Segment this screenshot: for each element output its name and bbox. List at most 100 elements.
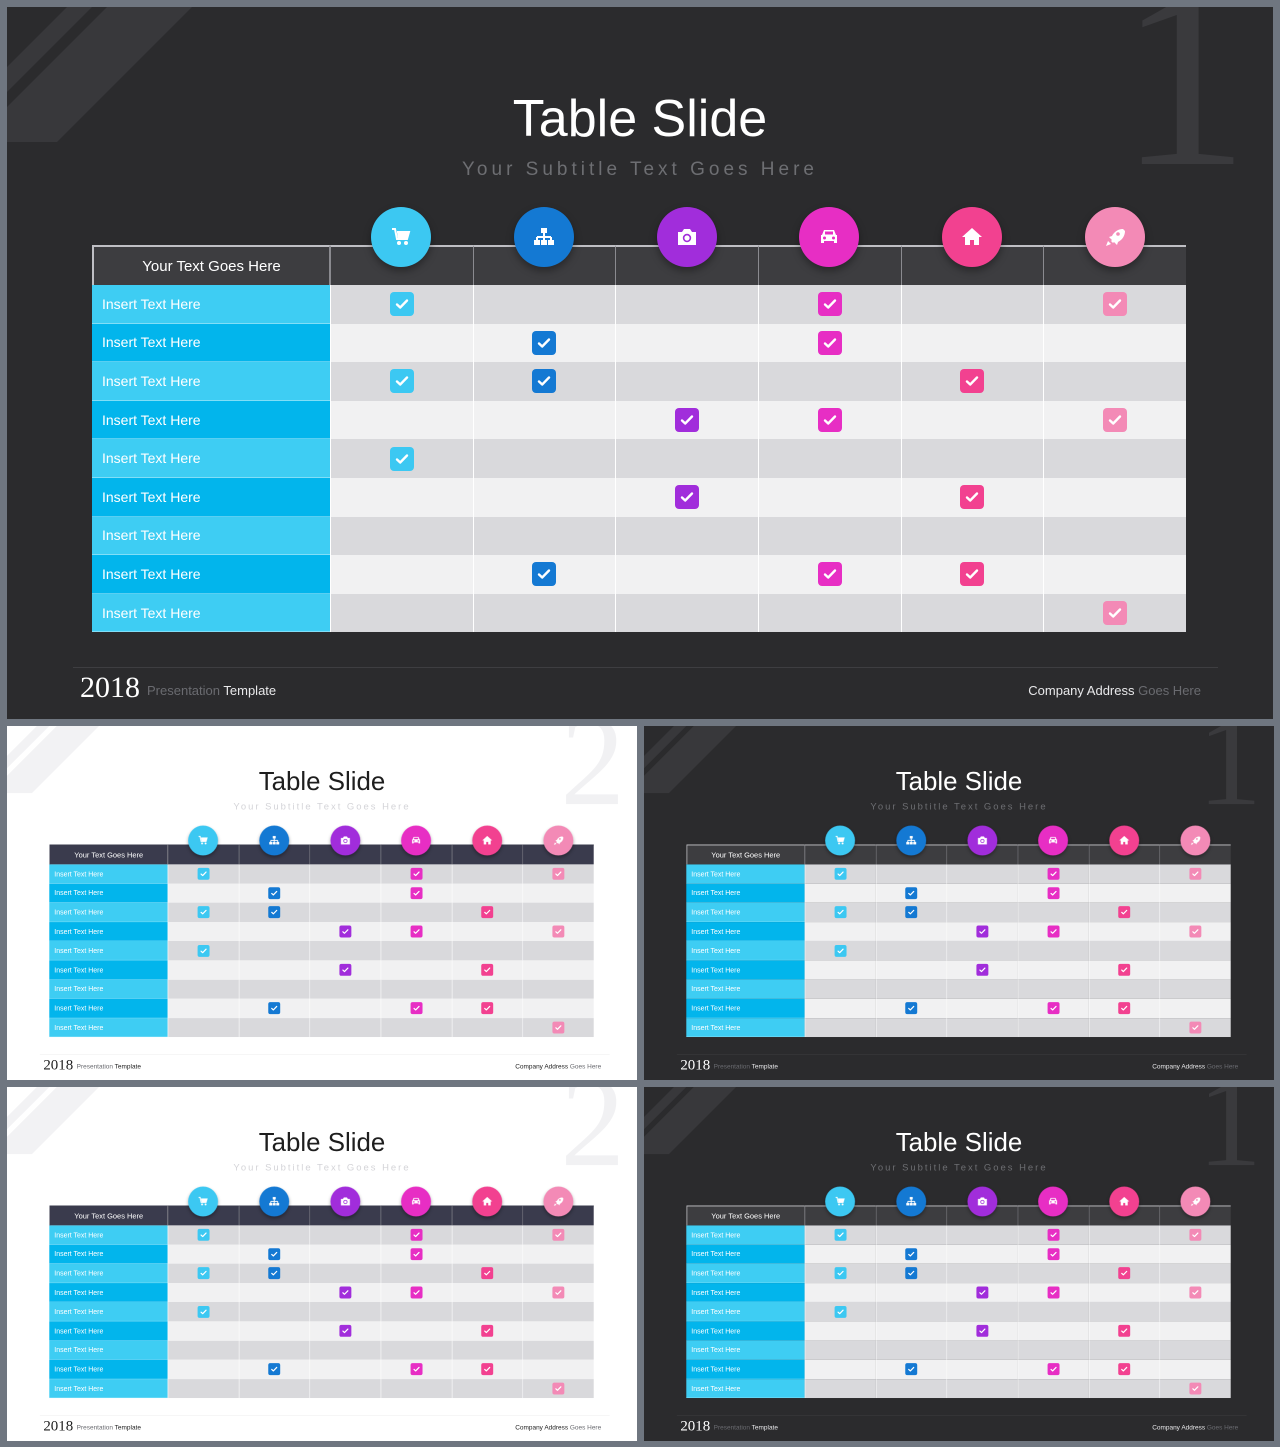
slide-number-watermark: 1 [1197, 726, 1263, 833]
table-cell [757, 285, 901, 324]
row-label: Insert Text Here [686, 941, 805, 961]
footer-address-strong: Company Address [515, 1062, 569, 1070]
footer-presentation-strong: Template [223, 683, 277, 698]
row-label: Insert Text Here [92, 593, 330, 633]
sitemap-icon [896, 1186, 927, 1217]
table-cell [946, 1321, 1018, 1341]
checkmark-icon [960, 369, 985, 394]
checkmark-icon [389, 369, 414, 394]
footer-address-strong: Company Address [1152, 1423, 1206, 1431]
table-row: Insert Text Here [686, 1302, 1231, 1322]
table-row: Insert Text Here [686, 1282, 1231, 1303]
table-cell [238, 902, 310, 922]
table-cell [875, 1244, 947, 1264]
table-cell [309, 998, 381, 1018]
slide-thumbnail[interactable]: 1 Table Slide Your Subtitle Text Goes Here… [644, 726, 1274, 1080]
table-cell [309, 1282, 381, 1303]
table-cell [615, 516, 758, 556]
checkmark-icon [817, 292, 842, 317]
table-cell [380, 1263, 452, 1283]
checkmark-icon [552, 1228, 565, 1241]
table-row: Insert Text Here [686, 1340, 1231, 1360]
table-row: Insert Text Here [49, 960, 594, 980]
comparison-table: Your Text Goes Here Insert Text Here Inser… [49, 1186, 594, 1399]
page-title: Table Slide [895, 1128, 1023, 1158]
table-cell [875, 1378, 947, 1399]
table-cell [309, 1340, 381, 1360]
table-cell [451, 1263, 523, 1283]
table-cell [875, 1321, 947, 1341]
table-cell [1017, 902, 1089, 922]
slide-thumbnail[interactable]: 1 Table Slide Your Subtitle Text Goes Here… [7, 7, 1273, 719]
table-cell [875, 1359, 947, 1379]
table-cell [946, 979, 1018, 999]
table-cell [238, 864, 310, 884]
table-cell [472, 477, 616, 517]
footer-presentation-muted: Presentation [76, 1423, 113, 1431]
row-label: Insert Text Here [49, 864, 168, 884]
home-icon [942, 207, 1003, 267]
footer-address-strong: Company Address [515, 1423, 569, 1431]
table-cell [1159, 1378, 1231, 1399]
checkmark-icon [481, 1267, 494, 1280]
table-row: Insert Text Here [686, 1263, 1231, 1283]
table-row: Insert Text Here [92, 362, 1186, 401]
table-cell [472, 516, 616, 556]
slide-thumbnail[interactable]: 2 Table Slide Your Subtitle Text Goes Here… [7, 726, 637, 1080]
sitemap-icon [896, 825, 927, 856]
table-header-label: Your Text Goes Here [686, 1205, 805, 1226]
table-cell [309, 1225, 381, 1245]
row-label: Insert Text Here [686, 1282, 805, 1303]
table-cell [451, 1378, 523, 1399]
checkmark-icon [268, 906, 281, 919]
slide-thumbnail[interactable]: 2 Table Slide Your Subtitle Text Goes Here… [7, 1087, 637, 1441]
table-cell [1043, 477, 1186, 517]
table-cell [451, 864, 523, 884]
row-label: Insert Text Here [49, 1263, 168, 1283]
table-cell [380, 921, 452, 942]
table-row: Insert Text Here [686, 1321, 1231, 1341]
table-cell [946, 921, 1018, 942]
table-cell [804, 864, 876, 884]
table-cell [329, 516, 473, 556]
slide-number-watermark: 2 [560, 726, 626, 833]
rocket-icon [543, 825, 574, 856]
table-cell [804, 1340, 876, 1360]
table-row: Insert Text Here [686, 941, 1231, 961]
table-cell [167, 998, 239, 1018]
table-cell [522, 1378, 594, 1399]
row-label: Insert Text Here [686, 979, 805, 999]
table-cell [238, 1359, 310, 1379]
checkmark-icon [1103, 601, 1128, 626]
table-cell [1017, 941, 1089, 961]
table-cell [1017, 864, 1089, 884]
table-row: Insert Text Here [686, 998, 1231, 1018]
table-cell [1159, 1282, 1231, 1303]
table-cell [451, 1359, 523, 1379]
checkmark-icon [481, 963, 494, 976]
checkmark-icon [905, 1267, 918, 1280]
table-cell [451, 1225, 523, 1245]
table-cell [380, 902, 452, 922]
footer-address-muted: Goes Here [569, 1062, 602, 1070]
cart-icon [825, 1186, 856, 1217]
table-row: Insert Text Here [686, 1225, 1231, 1245]
row-label: Insert Text Here [686, 1302, 805, 1322]
table-cell [167, 921, 239, 942]
table-row: Insert Text Here [92, 285, 1186, 324]
footer-presentation-muted: Presentation [147, 683, 220, 698]
table-header-label: Your Text Goes Here [92, 245, 330, 285]
checkmark-icon [552, 925, 565, 938]
table-cell [804, 941, 876, 961]
table-row: Insert Text Here [49, 1321, 594, 1341]
footer-presentation-text: Presentation Template [147, 683, 276, 698]
table-cell [1043, 516, 1186, 556]
row-label: Insert Text Here [686, 1340, 805, 1360]
row-label: Insert Text Here [49, 902, 168, 922]
corner-stripes-decoration [7, 726, 100, 794]
slide-canvas: 2 Table Slide Your Subtitle Text Goes Here… [7, 1087, 637, 1441]
slide-thumbnail[interactable]: 1 Table Slide Your Subtitle Text Goes Here… [644, 1087, 1274, 1441]
table-cell [804, 1302, 876, 1322]
table-cell [522, 1302, 594, 1322]
checkmark-icon [817, 562, 842, 587]
